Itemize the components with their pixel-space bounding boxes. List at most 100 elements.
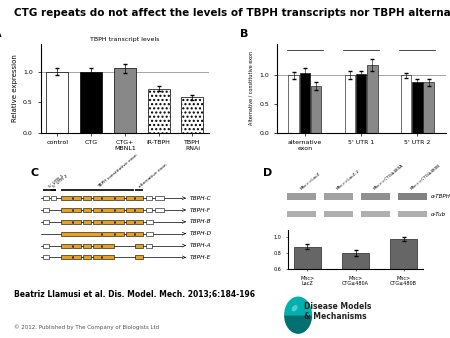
Bar <box>43 256 50 259</box>
Bar <box>146 243 152 247</box>
Bar <box>103 208 113 212</box>
Bar <box>115 232 124 236</box>
Bar <box>114 68 136 133</box>
Text: Mhc>>CTG≥480A: Mhc>>CTG≥480A <box>373 164 405 191</box>
Bar <box>155 196 164 200</box>
Text: Disease Models
& Mechanisms: Disease Models & Mechanisms <box>304 302 371 321</box>
Bar <box>288 75 299 133</box>
Bar <box>51 196 56 200</box>
Bar <box>93 220 101 224</box>
Text: 5' UTR 1: 5' UTR 1 <box>49 174 65 189</box>
Bar <box>73 243 81 247</box>
Bar <box>146 196 152 200</box>
Text: Mhc>>LacZ-2: Mhc>>LacZ-2 <box>336 169 361 191</box>
Bar <box>391 239 417 315</box>
Text: Beatriz Llamusi et al. Dis. Model. Mech. 2013;6:184-196: Beatriz Llamusi et al. Dis. Model. Mech.… <box>14 289 255 298</box>
Text: TBPH constitutive exon: TBPH constitutive exon <box>97 153 138 189</box>
Bar <box>73 208 81 212</box>
Bar <box>146 208 152 212</box>
Bar <box>412 82 423 133</box>
Bar <box>83 256 91 259</box>
Bar <box>135 256 143 259</box>
Bar <box>345 75 355 133</box>
Bar <box>103 232 113 236</box>
Text: CTG repeats do not affect the levels of TBPH transcripts nor TBPH alternative sp: CTG repeats do not affect the levels of … <box>14 8 450 19</box>
Bar <box>155 208 164 212</box>
Bar <box>300 73 310 133</box>
Bar <box>61 256 72 259</box>
Bar <box>93 208 101 212</box>
Bar <box>135 232 143 236</box>
Text: D: D <box>263 168 273 178</box>
Bar <box>83 243 91 247</box>
Text: alternative exon: alternative exon <box>138 163 168 189</box>
Bar <box>288 193 316 200</box>
Bar <box>361 211 390 217</box>
Bar <box>126 220 134 224</box>
Bar <box>83 208 91 212</box>
Bar <box>398 193 427 200</box>
Wedge shape <box>284 315 312 334</box>
Text: 5' UTR 2: 5' UTR 2 <box>52 174 69 189</box>
Text: TBPH-C: TBPH-C <box>190 196 212 201</box>
Bar <box>43 220 50 224</box>
Ellipse shape <box>292 305 297 311</box>
Bar <box>43 196 50 200</box>
Bar <box>361 193 390 200</box>
Bar <box>135 196 143 200</box>
Bar <box>115 196 124 200</box>
Bar <box>80 72 102 133</box>
Title: TBPH transcript levels: TBPH transcript levels <box>90 37 160 42</box>
Bar <box>135 208 143 212</box>
Bar <box>148 89 170 133</box>
Bar <box>126 232 134 236</box>
Bar <box>423 82 434 133</box>
Bar <box>367 65 378 133</box>
Bar <box>73 196 81 200</box>
Text: TBPH-F: TBPH-F <box>190 208 211 213</box>
Bar <box>146 220 153 224</box>
Text: α-Tub: α-Tub <box>431 212 446 217</box>
Bar <box>103 256 113 259</box>
Bar <box>356 74 366 133</box>
Bar <box>103 196 113 200</box>
Bar <box>135 220 143 224</box>
Bar <box>61 196 72 200</box>
Bar <box>324 211 353 217</box>
Bar <box>135 243 143 247</box>
Wedge shape <box>284 296 312 315</box>
Bar <box>342 253 369 315</box>
Bar <box>93 243 101 247</box>
Text: TBPH-E: TBPH-E <box>190 255 212 260</box>
Text: C: C <box>31 168 39 178</box>
Bar <box>288 211 316 217</box>
Bar <box>126 196 134 200</box>
Text: Mhc>>CTG≥480B: Mhc>>CTG≥480B <box>410 164 442 191</box>
Bar <box>324 193 353 200</box>
Y-axis label: Relative expression: Relative expression <box>12 54 18 122</box>
Bar <box>103 220 113 224</box>
Text: Mhc>>LacZ: Mhc>>LacZ <box>299 172 321 191</box>
Text: A: A <box>0 29 2 39</box>
Bar <box>126 208 134 212</box>
Bar <box>83 196 91 200</box>
Bar <box>294 247 320 315</box>
Text: TBPH-B: TBPH-B <box>190 219 212 224</box>
Bar <box>43 243 50 247</box>
Bar <box>61 208 72 212</box>
Bar <box>93 196 101 200</box>
Bar <box>46 72 68 133</box>
Bar <box>61 220 72 224</box>
Text: B: B <box>239 29 248 39</box>
Bar <box>73 220 81 224</box>
Bar <box>181 97 203 133</box>
Bar <box>103 243 113 247</box>
Bar <box>115 208 124 212</box>
Text: α-TBPH: α-TBPH <box>431 194 450 199</box>
Bar <box>61 232 101 236</box>
Bar <box>93 256 101 259</box>
Bar <box>73 256 81 259</box>
Bar <box>61 243 72 247</box>
Bar <box>401 75 411 133</box>
Y-axis label: Alternative / constitutive exon: Alternative / constitutive exon <box>249 51 254 125</box>
